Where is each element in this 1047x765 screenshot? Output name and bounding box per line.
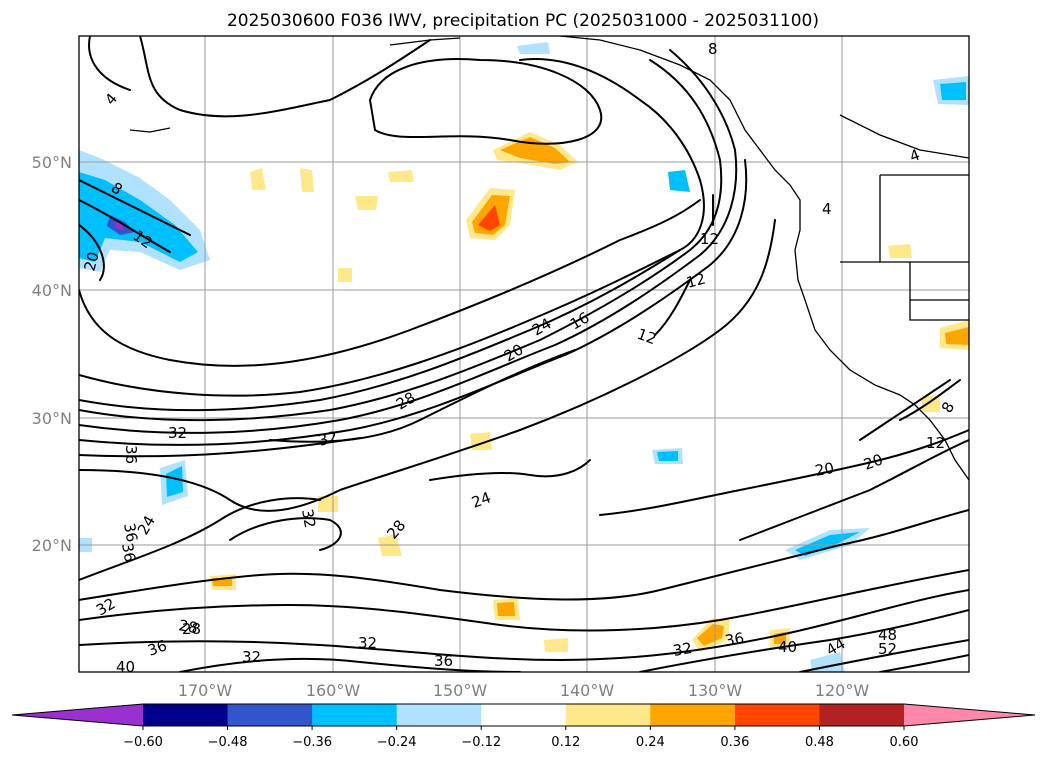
contour-label: 32 xyxy=(316,428,339,450)
contour-label: 28 xyxy=(177,616,199,637)
lat-label: 50°N xyxy=(32,153,72,172)
lon-label: 130°W xyxy=(688,681,743,700)
contour-label: 12 xyxy=(926,434,945,452)
contour-label: 12 xyxy=(684,270,707,292)
contour-label: 4 xyxy=(907,146,922,166)
colorbar-segment xyxy=(650,704,736,726)
colorbar-extend-min xyxy=(12,704,143,726)
contour-label: 8 xyxy=(938,399,958,416)
colorbar-segment xyxy=(227,704,313,726)
contour-label: 36 xyxy=(434,652,453,670)
contour-label: 28 xyxy=(393,388,419,413)
colorbar-segment xyxy=(734,704,820,726)
iwv-contours xyxy=(79,36,969,672)
colorbar-segment xyxy=(819,704,905,726)
lon-label: 140°W xyxy=(560,681,615,700)
contour-label: 36 xyxy=(122,445,140,464)
colorbar-tick-label: −0.12 xyxy=(461,735,501,750)
figure-title: 2025030600 F036 IWV, precipitation PC (2… xyxy=(227,11,819,31)
colorbar-segment xyxy=(143,704,229,726)
contour-label: 52 xyxy=(878,640,897,658)
contour-label: 36 xyxy=(118,542,139,564)
map-panel: 4 8 12 20 36 32 32 28 24 20 24 16 12 12 … xyxy=(78,35,970,676)
colorbar-tick-label: −0.60 xyxy=(123,735,163,750)
gridlines xyxy=(79,36,969,672)
colorbar-segment xyxy=(481,704,567,726)
colorbar-segment xyxy=(565,704,651,726)
contour-label: 4 xyxy=(822,200,832,218)
contour-label: 32 xyxy=(168,424,187,442)
colorbar-tick-label: −0.48 xyxy=(208,735,248,750)
contour-label: 36 xyxy=(145,636,169,659)
contour-label: 12 xyxy=(635,325,659,348)
lat-label: 20°N xyxy=(32,536,72,555)
colorbar-tick-label: 0.48 xyxy=(805,735,834,750)
contour-label: 12 xyxy=(700,230,719,248)
contour-label: 40 xyxy=(778,638,797,656)
lon-label: 170°W xyxy=(178,681,233,700)
lat-label: 40°N xyxy=(32,281,72,300)
precip-shading xyxy=(79,42,969,672)
lat-axis: 50°N 40°N 30°N 20°N xyxy=(32,153,72,555)
coastlines xyxy=(129,36,969,481)
contour-label: 36 xyxy=(724,629,746,650)
contour-label: 36 xyxy=(120,522,141,544)
colorbar-segment xyxy=(396,704,482,726)
lon-label: 120°W xyxy=(815,681,870,700)
colorbar-segment xyxy=(312,704,398,726)
contour-label: 48 xyxy=(878,626,897,644)
lon-label: 150°W xyxy=(433,681,488,700)
colorbar: −0.60 −0.48 −0.36 −0.24 −0.12 0.12 0.24 0.36 0.4… xyxy=(11,703,1036,750)
contour-label: 4 xyxy=(101,90,121,109)
colorbar-tick-label: −0.36 xyxy=(292,735,332,750)
lon-axis: 170°W 160°W 150°W 140°W 130°W 120°W xyxy=(178,681,870,700)
contour-label: 32 xyxy=(358,634,377,652)
contour-label: 24 xyxy=(469,488,493,511)
contour-label: 20 xyxy=(861,450,885,473)
colorbar-tick-label: 0.36 xyxy=(720,735,749,750)
contour-label: 32 xyxy=(298,508,319,530)
colorbar-tick-label: 0.60 xyxy=(890,735,919,750)
contour-label: 32 xyxy=(672,639,694,660)
contour-label: 20 xyxy=(80,250,102,273)
contour-label: 40 xyxy=(116,658,135,676)
contour-label: 28 xyxy=(182,620,201,638)
contour-label: 20 xyxy=(501,340,527,365)
colorbar-tick-label: −0.24 xyxy=(377,735,417,750)
contour-label: 8 xyxy=(708,40,718,58)
contour-label: 20 xyxy=(814,459,836,480)
map-frame xyxy=(78,35,970,673)
contour-label: 32 xyxy=(242,648,261,666)
lon-label: 160°W xyxy=(306,681,361,700)
lat-label: 30°N xyxy=(32,409,72,428)
colorbar-tick-label: 0.12 xyxy=(551,735,580,750)
colorbar-tick-label: 0.24 xyxy=(636,735,665,750)
colorbar-extend-max xyxy=(904,704,1035,726)
